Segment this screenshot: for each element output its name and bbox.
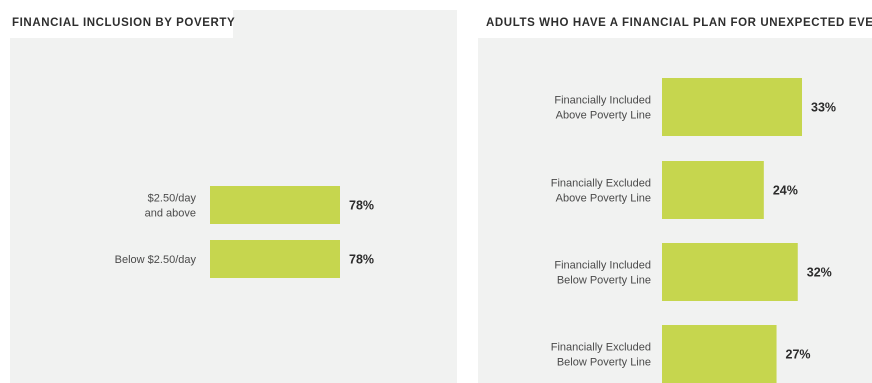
value-label-1-0: 33% [811,101,836,115]
value-label-0-1: 78% [349,253,374,267]
panel-background-strip [233,10,457,38]
value-label-0-0: 78% [349,199,374,213]
category-label-0-0: $2.50/day and above [145,193,197,220]
bar-1-3 [662,325,777,383]
category-label-1-3: Financially Excluded Below Poverty Line [551,342,651,369]
bar-0-1 [210,240,340,278]
value-label-1-3: 27% [786,348,811,362]
bar-1-1 [662,161,764,219]
value-label-1-2: 32% [807,266,832,280]
bar-1-2 [662,243,798,301]
category-label-1-2: Financially Included Below Poverty Line [554,260,651,287]
chart-title-financial-plan: ADULTS WHO HAVE A FINANCIAL PLAN FOR UNE… [486,17,872,29]
bar-0-0 [210,186,340,224]
chart-title-poverty: FINANCIAL INCLUSION BY POVERTY [12,17,236,29]
value-label-1-1: 24% [773,184,798,198]
category-label-1-1: Financially Excluded Above Poverty Line [551,178,651,205]
category-label-0-1: Below $2.50/day [115,254,197,266]
bar-1-0 [662,78,802,136]
category-label-1-0: Financially Included Above Poverty Line [554,95,651,122]
